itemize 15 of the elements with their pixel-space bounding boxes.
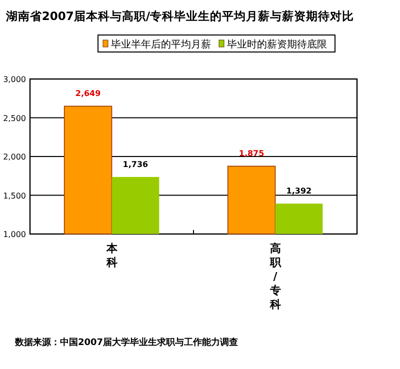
x-tick-label: 高职/专科 — [268, 242, 282, 311]
data-label: 1,392 — [286, 186, 312, 196]
y-tick-label: 1,000 — [3, 230, 26, 239]
data-label: 1,875 — [238, 149, 265, 158]
y-tick-label: 2,000 — [3, 152, 26, 162]
data-label: 1,736 — [122, 160, 149, 169]
y-tick-label: 1,500 — [3, 191, 26, 200]
legend-label: 毕业半年后的平均月薪 — [111, 38, 211, 50]
y-tick-label: 3,000 — [3, 75, 26, 84]
x-tick-label: 本科 — [105, 242, 118, 269]
source-note: 数据来源：中国2007届大学毕业生求职与工作能力调查 — [14, 337, 238, 348]
y-tick-label: 2,500 — [3, 114, 26, 123]
chart-title: 湖南省2007届本科与高职/专科毕业生的平均月薪与薪资期待对比 — [4, 9, 354, 23]
legend-label: 毕业时的薪资期待底限 — [227, 38, 327, 50]
data-label: 2,649 — [75, 89, 102, 98]
